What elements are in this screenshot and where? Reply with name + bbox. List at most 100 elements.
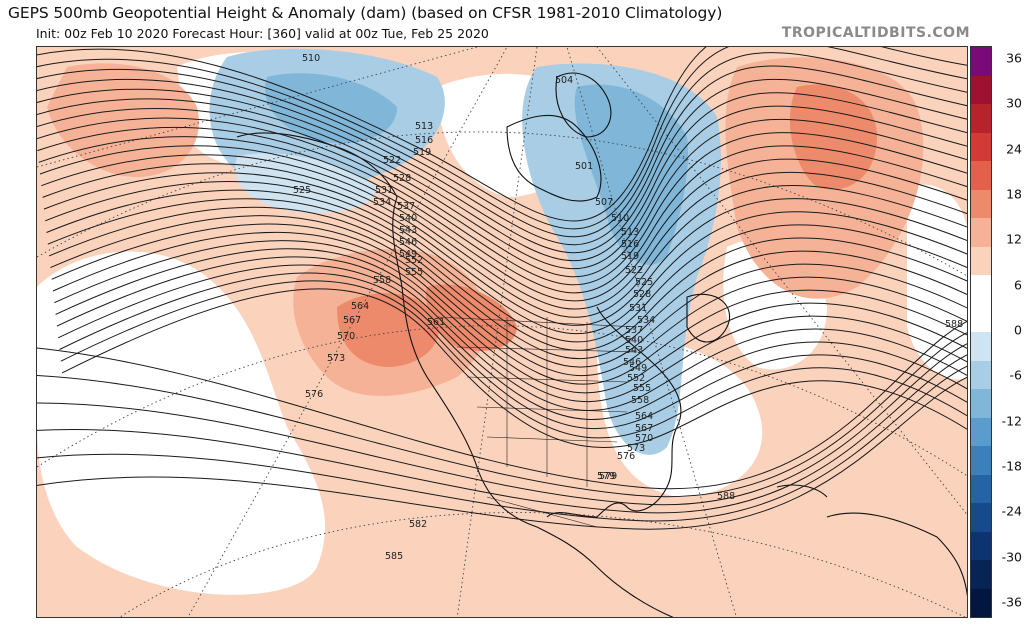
contour-label: 528 <box>393 173 411 184</box>
positive-anomaly-rockies <box>426 284 517 351</box>
contour-label: 513 <box>621 227 639 238</box>
height-contour <box>37 376 967 530</box>
chart-title: GEPS 500mb Geopotential Height & Anomaly… <box>8 4 723 22</box>
newfoundland <box>686 293 731 343</box>
contour-label: 540 <box>625 335 643 346</box>
colorbar-segment <box>971 588 991 617</box>
contour-label: 534 <box>637 315 655 326</box>
height-contour <box>37 47 967 222</box>
colorbar-segment <box>971 218 991 247</box>
height-contour <box>57 264 967 420</box>
contour-label: 531 <box>375 185 393 196</box>
height-contour <box>52 231 967 385</box>
colorbar-segment <box>971 332 991 361</box>
height-contour <box>37 332 967 498</box>
contour-label: 558 <box>373 275 391 286</box>
height-contours <box>37 47 967 530</box>
contour-label: 528 <box>633 289 651 300</box>
contour-label: 507 <box>595 197 613 208</box>
contour-label: 552 <box>627 373 645 384</box>
height-contour <box>37 52 967 238</box>
height-contour <box>37 343 967 506</box>
height-contour <box>48 206 967 360</box>
contour-label: 570 <box>635 433 653 444</box>
contour-label: 582 <box>409 519 427 530</box>
colorbar-segment <box>971 75 991 104</box>
contour-label: 519 <box>621 251 639 262</box>
contour-label: 588 <box>945 319 963 330</box>
height-contour <box>37 320 967 490</box>
contour-label: 519 <box>413 147 431 158</box>
contour-label: 525 <box>635 277 653 288</box>
height-contour <box>50 215 967 368</box>
contour-label: 573 <box>627 443 645 454</box>
contour-label: 504 <box>555 75 573 86</box>
contour-label: 546 <box>399 237 417 248</box>
colorbar-label: -12 <box>1001 413 1022 429</box>
colorbar-segment <box>971 47 991 76</box>
contour-label: 552 <box>405 255 423 266</box>
height-contour <box>54 240 967 394</box>
contour-label: 549 <box>399 249 417 260</box>
height-contour <box>37 78 967 254</box>
contour-label: 513 <box>415 121 433 132</box>
contour-label: 555 <box>405 267 423 278</box>
contour-label: 567 <box>635 423 653 434</box>
contour-label: 567 <box>343 315 361 326</box>
height-contour <box>42 163 967 318</box>
contour-label: 525 <box>293 185 311 196</box>
contour-label: 516 <box>621 239 639 250</box>
height-contour <box>37 354 967 514</box>
contour-label: 537 <box>397 201 415 212</box>
colorbar <box>970 46 992 618</box>
contour-label: 531 <box>629 303 647 314</box>
contour-label: 579 <box>599 471 617 482</box>
colorbar-segment <box>971 446 991 475</box>
height-contour <box>37 47 967 230</box>
height-contour <box>38 136 967 294</box>
colorbar-label: -36 <box>1001 594 1022 610</box>
contour-label: 534 <box>373 197 391 208</box>
colorbar-label: 18 <box>1006 186 1022 202</box>
height-contour <box>55 248 967 402</box>
contour-label: 576 <box>305 389 323 400</box>
contour-label: 579 <box>597 471 615 482</box>
contour-label: 564 <box>351 301 369 312</box>
baffin <box>555 72 612 138</box>
chart-subtitle: Init: 00z Feb 10 2020 Forecast Hour: [36… <box>36 26 489 41</box>
height-contour <box>45 181 967 335</box>
colorbar-segment <box>971 531 991 560</box>
map-panel: 510 513 516 519 522 525 528 531 534 537 540 543 546 5… <box>36 46 968 618</box>
colorbar-label: 12 <box>1006 231 1022 247</box>
height-contour <box>37 65 967 246</box>
colorbar-segment <box>971 275 991 304</box>
watermark: TROPICALTIDBITS.COM <box>781 25 970 41</box>
contour-label: 573 <box>327 353 345 364</box>
contour-label: 501 <box>575 161 593 172</box>
colorbar-segment <box>971 560 991 589</box>
colorbar-label: 0 <box>1014 322 1022 338</box>
contour-label: 543 <box>399 225 417 236</box>
contour-label: 558 <box>631 395 649 406</box>
colorbar-segment <box>971 417 991 446</box>
colorbar-segment <box>971 474 991 503</box>
contour-label: 549 <box>629 363 647 374</box>
colorbar-label: -30 <box>1001 549 1022 565</box>
contour-label: 585 <box>385 551 403 562</box>
height-contour <box>37 105 967 270</box>
contour-label: 576 <box>617 451 635 462</box>
colorbar-label: -18 <box>1001 458 1022 474</box>
contour-label: 570 <box>337 331 355 342</box>
height-contour <box>43 172 967 326</box>
positive-anomaly-atlantic-core <box>789 84 877 190</box>
contour-label: 522 <box>625 265 643 276</box>
colorbar-segment <box>971 161 991 190</box>
colorbar-segment <box>971 132 991 161</box>
neutral-area-pacific <box>37 251 326 595</box>
height-contour <box>37 117 967 278</box>
hudson-bay <box>506 114 602 202</box>
colorbar-segment <box>971 246 991 275</box>
south-america <box>826 512 967 597</box>
